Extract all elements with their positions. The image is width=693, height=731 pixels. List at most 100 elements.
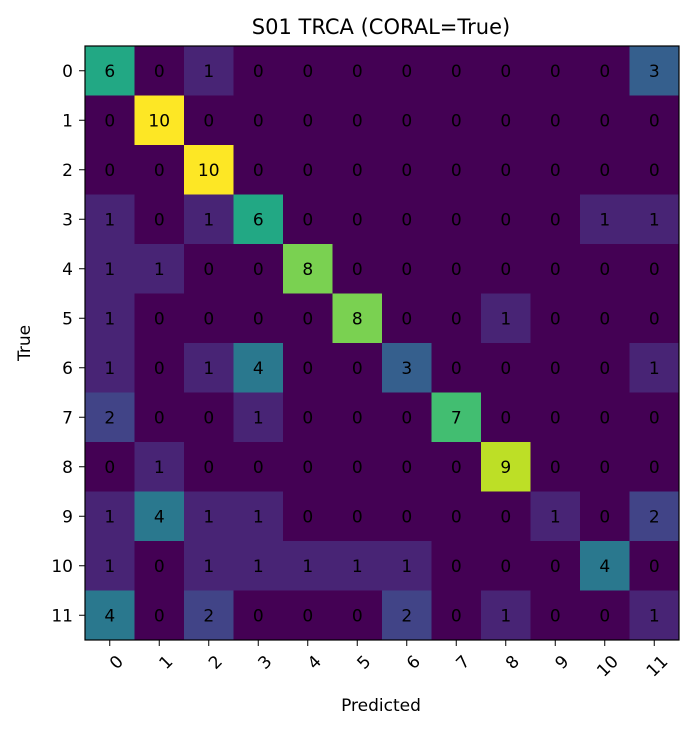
- cell-value-label: 0: [203, 309, 214, 329]
- cell-value-label: 0: [154, 557, 165, 577]
- cell-value-label: 1: [104, 210, 115, 230]
- cell-value-label: 0: [451, 606, 462, 626]
- heatmap-cell: [184, 244, 234, 294]
- heatmap-cell: [134, 145, 185, 195]
- cell-value-label: 0: [451, 359, 462, 379]
- cell-value-label: 0: [401, 458, 412, 478]
- cell-value-label: 2: [203, 606, 214, 626]
- cell-value-label: 0: [451, 458, 462, 478]
- cell-value-label: 0: [352, 111, 363, 131]
- cell-value-label: 2: [104, 408, 115, 428]
- cell-value-label: 4: [253, 359, 264, 379]
- heatmap-cell: [481, 491, 531, 542]
- cell-value-label: 0: [401, 408, 412, 428]
- cell-value-label: 0: [649, 260, 660, 280]
- heatmap-cell: [629, 46, 680, 96]
- heatmap-cell: [530, 46, 581, 96]
- heatmap-cell: [85, 442, 135, 492]
- cell-value-label: 4: [104, 606, 115, 626]
- cell-value-label: 1: [203, 210, 214, 230]
- heatmap-cell: [431, 491, 482, 542]
- cell-value-label: 3: [649, 62, 660, 82]
- cell-value-label: 0: [550, 111, 561, 131]
- heatmap-cell: [233, 145, 284, 195]
- cell-value-label: 1: [104, 557, 115, 577]
- heatmap-cell: [184, 442, 234, 492]
- x-tick-label: 6: [403, 652, 425, 674]
- cell-value-label: 0: [599, 111, 610, 131]
- cell-value-label: 9: [500, 458, 511, 478]
- heatmap-cell: [580, 145, 630, 195]
- heatmap-cell: [184, 95, 234, 146]
- heatmap-cell: [481, 442, 531, 492]
- heatmap-cell: [530, 343, 581, 393]
- cell-value-label: 1: [203, 507, 214, 527]
- cell-value-label: 1: [104, 309, 115, 329]
- heatmap-cell: [85, 46, 135, 96]
- heatmap-cell: [283, 343, 333, 393]
- y-axis-ticks: 0 1 2 3 4 5 6 7 8 9 10 11: [51, 62, 85, 626]
- heatmap-cell: [134, 442, 185, 492]
- heatmap-cell: [431, 343, 482, 393]
- cell-value-label: 1: [352, 557, 363, 577]
- cell-value-label: 0: [451, 557, 462, 577]
- cell-value-label: 6: [104, 62, 115, 82]
- cell-value-label: 0: [203, 260, 214, 280]
- cell-value-label: 0: [154, 161, 165, 181]
- cell-value-label: 0: [649, 309, 660, 329]
- heatmap-cell: [283, 244, 333, 294]
- heatmap-cell: [382, 541, 432, 591]
- y-tick-label: 9: [62, 507, 73, 527]
- heatmap-cell: [382, 491, 432, 542]
- cell-value-label: 1: [599, 210, 610, 230]
- heatmap-cell: [431, 392, 482, 443]
- heatmap-cell: [629, 590, 680, 641]
- cell-value-label: 0: [550, 557, 561, 577]
- cell-value-label: 0: [104, 111, 115, 131]
- x-tick-label: 8: [502, 652, 524, 674]
- heatmap-cell: [134, 392, 185, 443]
- x-tick-label: 0: [106, 652, 128, 674]
- cell-value-label: 0: [154, 210, 165, 230]
- y-tick-label: 0: [62, 62, 73, 82]
- cell-value-label: 0: [599, 408, 610, 428]
- y-tick-label: 1: [62, 111, 73, 131]
- cell-value-label: 0: [550, 606, 561, 626]
- heatmap-cell: [530, 392, 581, 443]
- heatmap-cell: [283, 293, 333, 344]
- cell-value-label: 0: [599, 359, 610, 379]
- heatmap-cell: [332, 244, 383, 294]
- cell-value-label: 0: [203, 111, 214, 131]
- cell-value-label: 0: [401, 161, 412, 181]
- chart-title: S01 TRCA (CORAL=True): [252, 15, 510, 39]
- cell-value-label: 8: [302, 260, 313, 280]
- heatmap-cell: [382, 442, 432, 492]
- heatmap-cell: [580, 46, 630, 96]
- heatmap-cell: [481, 541, 531, 591]
- heatmap-cell: [530, 442, 581, 492]
- x-tick-label: 7: [452, 652, 474, 674]
- cell-value-label: 0: [599, 606, 610, 626]
- y-tick-label: 3: [62, 210, 73, 230]
- heatmap-cell: [85, 491, 135, 542]
- heatmap-cell: [332, 293, 383, 344]
- heatmap-cell: [85, 244, 135, 294]
- cell-value-label: 4: [154, 507, 165, 527]
- cell-value-label: 7: [451, 408, 462, 428]
- heatmap-cell: [85, 293, 135, 344]
- cell-value-label: 0: [550, 161, 561, 181]
- cell-value-label: 1: [154, 260, 165, 280]
- heatmap-cell: [332, 392, 383, 443]
- heatmap-cell: [481, 392, 531, 443]
- cell-value-label: 0: [302, 111, 313, 131]
- cell-value-label: 0: [302, 507, 313, 527]
- heatmap-cell: [481, 46, 531, 96]
- heatmap-cell: [629, 194, 680, 245]
- heatmap-cell: [85, 145, 135, 195]
- cell-value-label: 0: [500, 359, 511, 379]
- heatmap-cell: [431, 442, 482, 492]
- heatmap-cell: [85, 95, 135, 146]
- heatmap-cell: [233, 244, 284, 294]
- cell-value-label: 0: [649, 408, 660, 428]
- cell-value-label: 0: [352, 359, 363, 379]
